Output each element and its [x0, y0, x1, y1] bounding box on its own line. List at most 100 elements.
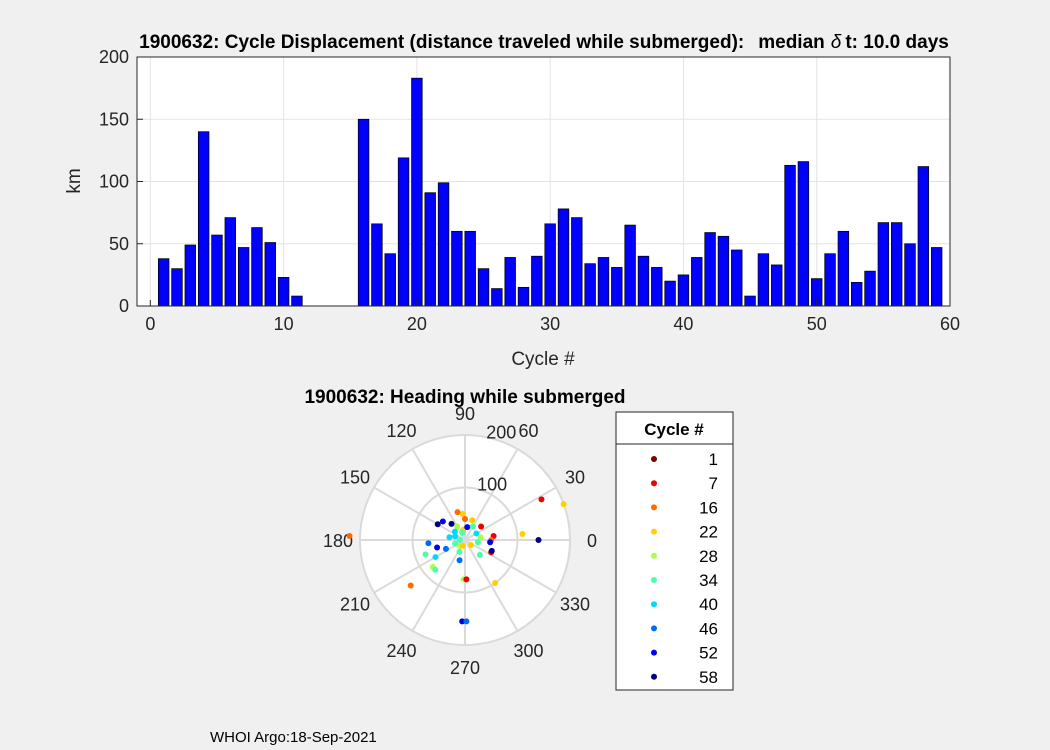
bar-cycle-41: [691, 257, 703, 307]
bar-chart-title: 1900632: Cycle Displacement (distance tr…: [139, 32, 949, 53]
polar-point: [487, 539, 494, 546]
polar-angle-label: 210: [340, 595, 370, 615]
bar-cycle-21: [424, 192, 436, 307]
polar-point: [434, 544, 441, 551]
legend-marker: [651, 480, 657, 487]
legend-marker: [651, 625, 657, 632]
bar-cycle-27: [504, 257, 516, 307]
y-tick-label: 100: [99, 172, 129, 192]
polar-point: [474, 539, 481, 546]
bar-cycle-11: [291, 295, 303, 307]
y-tick-label: 50: [109, 234, 129, 254]
polar-point: [519, 530, 526, 537]
bar-cycle-42: [704, 232, 716, 307]
legend-marker: [651, 673, 657, 680]
bar-cycle-55: [877, 222, 890, 307]
polar-point: [422, 551, 429, 558]
polar-point: [456, 548, 463, 555]
polar-angle-label: 30: [565, 468, 585, 488]
bar-cycle-46: [757, 253, 770, 307]
y-tick-label: 200: [99, 47, 129, 67]
x-tick-label: 10: [274, 314, 294, 334]
bar-cycle-31: [557, 208, 570, 307]
bar-cycle-48: [784, 164, 796, 307]
polar-point: [476, 551, 483, 558]
bar-cycle-35: [611, 267, 623, 307]
polar-angle-label: 120: [386, 421, 416, 441]
bar-cycle-49: [797, 161, 810, 307]
legend-marker: [651, 601, 657, 608]
polar-point: [442, 545, 449, 552]
polar-radial-label: 100: [477, 474, 507, 494]
bar-cycle-26: [491, 288, 503, 307]
bar-cycle-39: [664, 280, 676, 307]
bar-cycle-38: [651, 267, 663, 307]
x-tick-label: 0: [145, 314, 155, 334]
x-tick-label: 30: [540, 314, 560, 334]
polar-point: [456, 537, 463, 543]
polar-point: [407, 582, 414, 589]
polar-spoke: [464, 539, 557, 594]
polar-angle-label: 330: [560, 595, 590, 615]
legend-label: 34: [699, 571, 718, 590]
polar-point: [452, 533, 459, 540]
polar-title: 1900632: Heading while submerged: [304, 387, 625, 408]
bar-chart: 1900632: Cycle Displacement (distance tr…: [64, 32, 960, 370]
polar-point: [463, 576, 470, 583]
bar-cycle-44: [731, 249, 743, 307]
polar-points: [346, 496, 567, 625]
legend-marker: [651, 504, 657, 511]
polar-angle-ticks: 0 30 60 90 120 150 180 210 240 270 300 330: [323, 404, 597, 678]
bar-cycle-22: [437, 182, 450, 307]
footer-text: WHOI Argo:18-Sep-2021: [210, 729, 377, 746]
legend-marker: [651, 649, 657, 656]
legend-label: 1: [709, 450, 718, 469]
polar-point: [452, 540, 459, 547]
polar-angle-label: 240: [386, 641, 416, 661]
bar-cycle-1: [157, 258, 170, 307]
bars: [157, 77, 943, 307]
polar-point: [425, 540, 432, 547]
bar-cycle-7: [237, 247, 250, 307]
polar-radial-ticks: 100 200: [477, 423, 516, 495]
x-tick-label: 20: [407, 314, 427, 334]
bar-cycle-16: [357, 118, 370, 307]
polar-point: [469, 517, 476, 524]
bar-cycle-47: [771, 264, 783, 307]
polar-point: [346, 532, 353, 539]
bar-cycle-20: [411, 77, 423, 307]
polar-angle-label: 180: [323, 531, 353, 551]
bar-cycle-51: [824, 253, 836, 307]
bar-cycle-18: [384, 253, 396, 307]
polar-point: [462, 516, 468, 522]
polar-angle-label: 60: [518, 421, 538, 441]
polar-point: [468, 542, 475, 549]
bar-x-ticks: 0 10 20 30 40 50 60: [145, 300, 960, 334]
polar-point: [456, 557, 463, 564]
polar-point: [459, 529, 466, 536]
x-tick-label: 40: [673, 314, 693, 334]
bar-cycle-17: [371, 223, 383, 307]
legend-label: 58: [699, 668, 718, 687]
x-tick-label: 50: [807, 314, 827, 334]
bar-cycle-37: [637, 255, 650, 307]
polar-point: [463, 618, 470, 625]
polar-point: [432, 566, 439, 573]
polar-point: [448, 520, 455, 527]
bar-cycle-56: [891, 222, 903, 307]
bar-cycle-58: [917, 166, 930, 307]
bar-cycle-6: [224, 217, 236, 307]
polar-point: [469, 523, 476, 530]
polar-point: [459, 510, 466, 517]
legend-label: 52: [699, 644, 718, 663]
legend-items: 1 7 16 22 28 34 40 46 52 58: [651, 450, 718, 687]
bar-cycle-33: [584, 263, 596, 307]
bar-cycle-54: [864, 270, 876, 307]
bar-x-label: Cycle #: [511, 349, 575, 370]
polar-point: [454, 523, 461, 530]
polar-point: [538, 496, 545, 503]
x-tick-label: 60: [940, 314, 960, 334]
title-median: median: [758, 32, 825, 53]
polar-spoke: [373, 539, 466, 594]
